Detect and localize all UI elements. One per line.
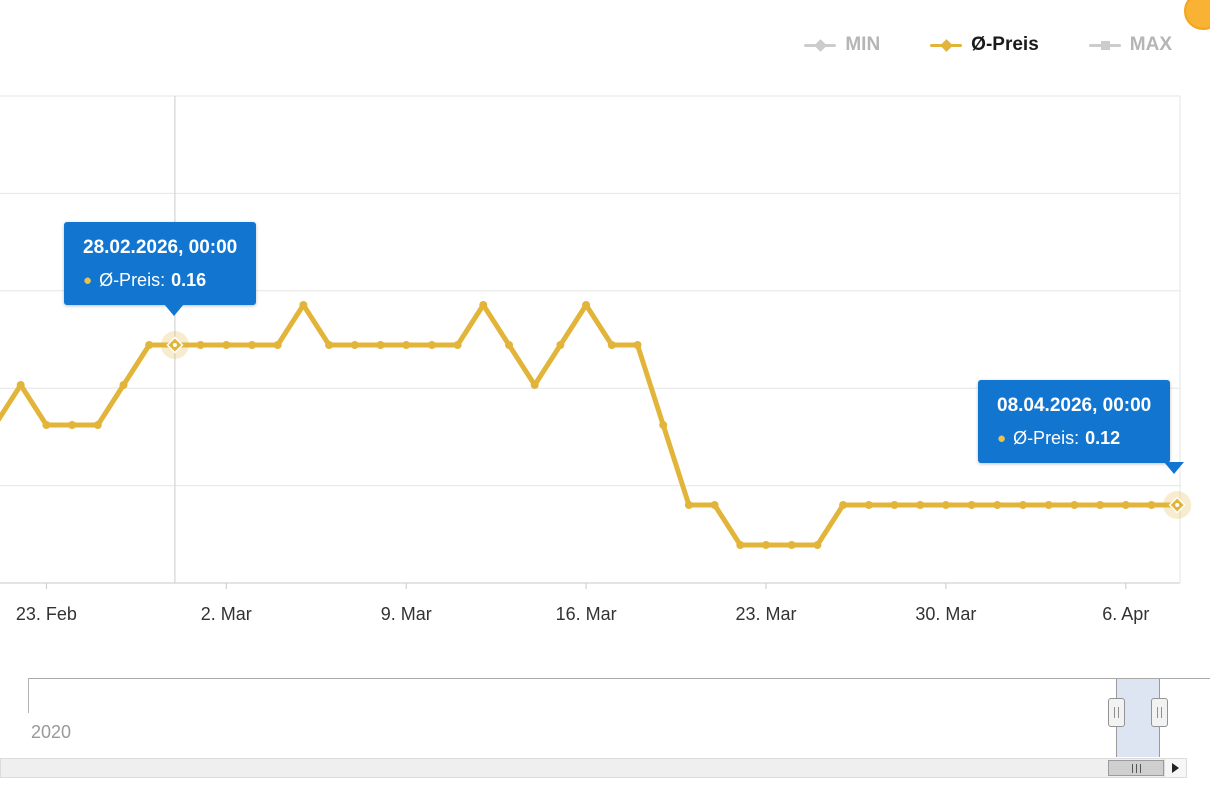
scrollbar-track[interactable] [0,758,1187,778]
data-point-marker[interactable] [119,381,128,389]
data-point-marker[interactable] [299,301,308,309]
x-axis-label: 23. Mar [735,604,796,624]
data-point-marker[interactable] [967,501,976,509]
tooltip-pointer-icon [1164,462,1184,474]
data-point-marker[interactable] [941,501,950,509]
navigator-left-border [28,678,29,713]
tooltip-28-02-2026: 28.02.2026, 00:00 ● Ø-Preis: 0.16 [64,222,257,316]
selected-point-center [1175,503,1180,507]
selected-point-center [172,343,177,347]
tooltip-value: 0.12 [1085,428,1121,448]
data-point-marker[interactable] [145,341,154,349]
scrollbar-gripper-icon [1131,763,1133,773]
data-point-marker[interactable] [505,341,513,349]
data-point-marker[interactable] [325,341,334,349]
data-point-marker[interactable] [402,341,411,349]
scrollbar-gripper-icon [1135,763,1137,773]
arrow-right-icon [1172,763,1179,773]
data-point-marker[interactable] [42,421,51,429]
data-point-marker[interactable] [427,341,436,349]
tooltip-date: 28.02.2026, 00:00 [83,237,238,258]
data-point-marker[interactable] [864,501,873,509]
x-axis-label: 23. Feb [16,604,77,624]
data-point-marker[interactable] [196,341,205,349]
legend-label-min: MIN [845,34,881,55]
data-point-marker[interactable] [916,501,925,509]
data-point-marker[interactable] [248,341,256,349]
legend-item-avg-price[interactable]: Ø-Preis [930,34,1039,56]
data-point-marker[interactable] [1147,501,1156,509]
data-point-marker[interactable] [453,341,462,349]
tooltip-08-04-2026: 08.04.2026, 00:00 ● Ø-Preis: 0.12 [978,380,1184,474]
data-point-marker[interactable] [68,421,77,429]
data-point-marker[interactable] [556,341,565,349]
tooltip-series-label: Ø-Preis: [1013,428,1080,448]
navigator-left-handle[interactable] [1108,698,1125,727]
data-point-marker[interactable] [710,501,719,509]
x-axis-label: 30. Mar [915,604,976,624]
data-point-marker[interactable] [16,381,25,389]
data-point-marker[interactable] [607,341,616,349]
data-point-marker[interactable] [1019,501,1027,509]
data-point-marker[interactable] [530,381,539,389]
x-axis-label: 6. Apr [1102,604,1149,624]
max-series-icon [1088,37,1121,53]
data-point-marker[interactable] [376,341,385,349]
data-point-marker[interactable] [273,341,282,349]
data-point-marker[interactable] [787,541,796,549]
scrollbar-thumb[interactable] [1108,760,1164,776]
data-point-marker[interactable] [633,341,642,349]
x-axis-label: 2. Mar [201,604,252,624]
x-axis-label: 9. Mar [381,604,432,624]
legend-label-max: MAX [1129,34,1172,55]
data-point-marker[interactable] [222,341,231,349]
navigator-right-handle[interactable] [1151,698,1168,727]
data-point-marker[interactable] [659,421,668,429]
chart-legend: MIN Ø-Preis MAX [804,34,1172,56]
series-bullet-icon: ● [83,272,93,289]
data-point-marker[interactable] [479,301,488,309]
data-point-marker[interactable] [813,541,822,549]
legend-item-max[interactable]: MAX [1088,34,1172,56]
tooltip-value: 0.16 [171,270,207,290]
tooltip-series-row: ● Ø-Preis: 0.16 [83,270,237,291]
price-chart-svg[interactable]: 23. Feb 2. Mar 9. Mar 16. Mar 23. Mar 30. Mar… [0,0,1210,650]
data-point-marker[interactable] [890,501,899,509]
scrollbar-gripper-icon [1139,763,1141,773]
data-point-marker[interactable] [839,501,848,509]
data-point-marker[interactable] [1096,501,1105,509]
data-point-marker[interactable] [736,541,745,549]
data-point-marker[interactable] [993,501,1002,509]
series-bullet-icon: ● [997,430,1007,447]
tooltip-date: 08.04.2026, 00:00 [997,395,1152,416]
data-point-marker[interactable] [684,501,693,509]
legend-item-min[interactable]: MIN [804,34,880,56]
legend-label-avg-price: Ø-Preis [971,34,1039,55]
tooltip-series-row: ● Ø-Preis: 0.12 [997,428,1151,449]
x-axis-label: 16. Mar [556,604,617,624]
data-point-marker[interactable] [1044,501,1053,509]
navigator-top-border [28,678,1210,679]
data-point-marker[interactable] [1121,501,1130,509]
legend-marker-icon [1100,41,1110,50]
data-point-marker[interactable] [582,301,591,309]
avg-price-series-icon [930,37,963,53]
data-point-marker[interactable] [1070,501,1079,509]
data-point-marker[interactable] [762,541,770,549]
data-point-marker[interactable] [93,421,102,429]
navigator-year-label: 2020 [31,722,72,742]
data-point-marker[interactable] [350,341,359,349]
tooltip-pointer-icon [164,304,184,316]
min-series-icon [804,37,837,53]
scrollbar-right-arrow-button[interactable] [1164,758,1187,778]
tooltip-series-label: Ø-Preis: [99,270,166,290]
